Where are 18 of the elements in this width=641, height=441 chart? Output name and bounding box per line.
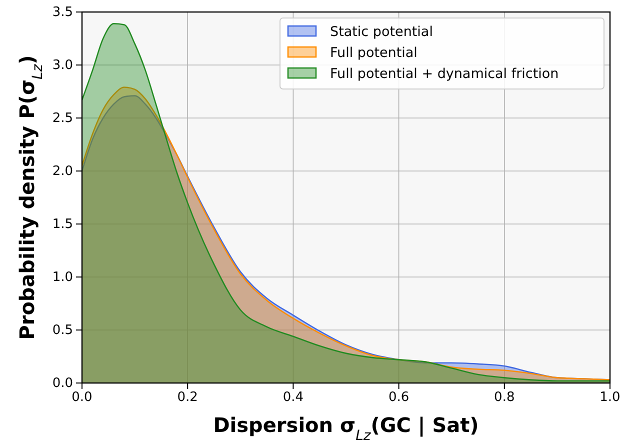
x-tick-label: 0.0: [72, 390, 92, 406]
x-tick-label: 0.8: [494, 390, 515, 406]
legend-label: Static potential: [330, 24, 433, 40]
y-tick-label: 0.0: [52, 376, 73, 392]
legend-label: Full potential: [330, 45, 418, 61]
x-tick-label: 0.2: [177, 390, 198, 406]
y-tick-label: 3.0: [52, 58, 73, 74]
y-tick-label: 1.5: [52, 217, 73, 232]
y-tick-label: 2.0: [52, 164, 73, 180]
y-tick-label: 1.0: [52, 270, 73, 286]
x-tick-label: 0.4: [282, 390, 304, 406]
y-tick-label: 0.5: [52, 323, 73, 338]
x-axis-title: Dispersion σ$_{Lz}$(GC | Sat): [213, 413, 479, 441]
y-tick-label: 2.5: [52, 111, 73, 126]
y-tick-label: 3.5: [52, 5, 73, 20]
x-tick-label: 1.0: [600, 390, 620, 406]
legend-label: Full potential + dynamical friction: [330, 66, 559, 82]
x-tick-label: 0.6: [388, 390, 410, 406]
